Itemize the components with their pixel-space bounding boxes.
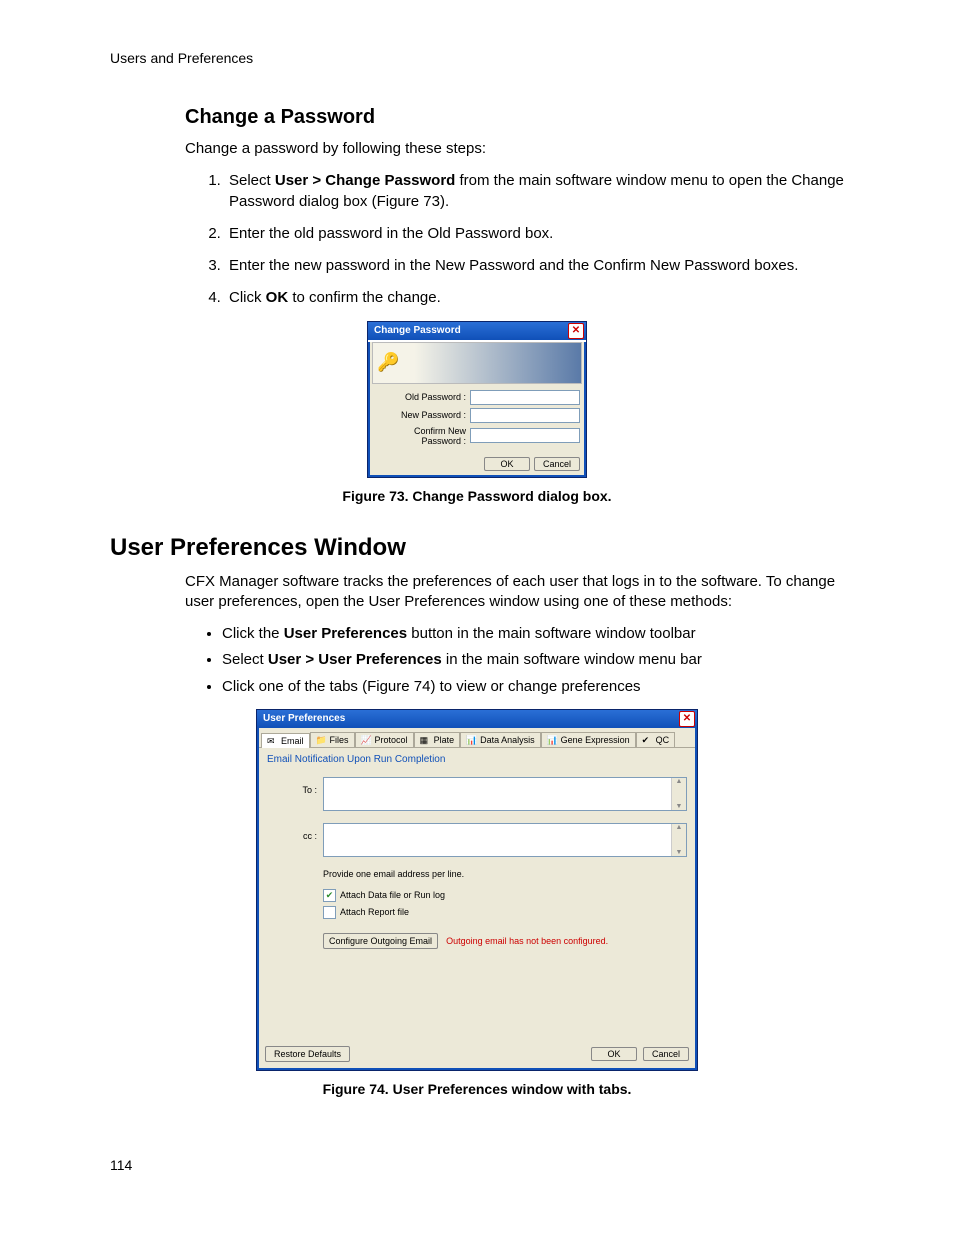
- attach-report-checkbox[interactable]: [323, 906, 336, 919]
- tabs-bar: ✉ Email 📁 Files 📈 Protocol ▦ Plate 📊: [259, 728, 695, 748]
- new-password-label: New Password :: [374, 410, 470, 420]
- ok-button[interactable]: OK: [591, 1047, 637, 1061]
- attach-report-label: Attach Report file: [340, 907, 409, 917]
- confirm-password-label: Confirm New Password :: [374, 426, 470, 446]
- dialog-titlebar: Change Password ✕: [368, 322, 586, 340]
- tab-plate[interactable]: ▦ Plate: [414, 732, 461, 747]
- configure-email-button[interactable]: Configure Outgoing Email: [323, 933, 438, 949]
- bullet-1: Click the User Preferences button in the…: [222, 624, 844, 644]
- tab-gene-expression[interactable]: 📊 Gene Expression: [541, 732, 636, 747]
- attach-data-checkbox[interactable]: ✔: [323, 889, 336, 902]
- email-icon: ✉: [267, 736, 279, 746]
- user-preferences-dialog: User Preferences ✕ ✉ Email 📁 Files 📈 Pro…: [256, 709, 698, 1071]
- qc-icon: ✔: [642, 735, 654, 745]
- gene-icon: 📊: [547, 735, 559, 745]
- tab-email[interactable]: ✉ Email: [261, 733, 310, 748]
- to-input[interactable]: ▲▼: [323, 777, 687, 811]
- section-label: Email Notification Upon Run Completion: [267, 754, 687, 765]
- cc-label: cc :: [267, 823, 323, 857]
- note-text: Provide one email address per line.: [323, 869, 687, 879]
- folder-icon: 📁: [316, 735, 328, 745]
- keys-icon: 🔑: [377, 352, 399, 373]
- step-1: Select User > Change Password from the m…: [225, 171, 844, 212]
- cc-input[interactable]: ▲▼: [323, 823, 687, 857]
- tab-files[interactable]: 📁 Files: [310, 732, 355, 747]
- to-label: To :: [267, 777, 323, 811]
- bullet-2: Select User > User Preferences in the ma…: [222, 650, 844, 670]
- steps-list: Select User > Change Password from the m…: [110, 171, 844, 308]
- page-number: 114: [110, 1157, 844, 1173]
- dialog-title: Change Password: [374, 325, 461, 336]
- figure-73-caption: Figure 73. Change Password dialog box.: [110, 488, 844, 504]
- dialog-footer: Restore Defaults OK Cancel: [259, 1040, 695, 1068]
- attach-data-label: Attach Data file or Run log: [340, 890, 445, 900]
- page-header: Users and Preferences: [110, 50, 844, 66]
- tab-protocol[interactable]: 📈 Protocol: [355, 732, 414, 747]
- section-title-user-preferences: User Preferences Window: [110, 534, 844, 562]
- cancel-button[interactable]: Cancel: [643, 1047, 689, 1061]
- old-password-input[interactable]: [470, 390, 580, 405]
- close-icon[interactable]: ✕: [568, 323, 584, 339]
- change-password-dialog: Change Password ✕ 🔑 Old Password : New P…: [367, 321, 587, 478]
- ok-button[interactable]: OK: [484, 457, 530, 471]
- bullet-3: Click one of the tabs (Figure 74) to vie…: [222, 677, 844, 697]
- bullets-list: Click the User Preferences button in the…: [110, 624, 844, 697]
- new-password-input[interactable]: [470, 408, 580, 423]
- cancel-button[interactable]: Cancel: [534, 457, 580, 471]
- dialog-title: User Preferences: [263, 713, 345, 724]
- scrollbar[interactable]: ▲▼: [671, 778, 686, 810]
- restore-defaults-button[interactable]: Restore Defaults: [265, 1046, 350, 1062]
- step-3: Enter the new password in the New Passwo…: [225, 256, 844, 276]
- protocol-icon: 📈: [361, 735, 373, 745]
- step-2: Enter the old password in the Old Passwo…: [225, 224, 844, 244]
- step-4: Click OK to confirm the change.: [225, 288, 844, 308]
- intro-text: Change a password by following these ste…: [110, 139, 844, 159]
- tab-data-analysis[interactable]: 📊 Data Analysis: [460, 732, 541, 747]
- dialog-titlebar: User Preferences ✕: [257, 710, 697, 728]
- warning-text: Outgoing email has not been configured.: [446, 936, 608, 946]
- tab-body-email: Email Notification Upon Run Completion T…: [259, 748, 695, 1040]
- close-icon[interactable]: ✕: [679, 711, 695, 727]
- tab-qc[interactable]: ✔ QC: [636, 732, 676, 747]
- figure-74-caption: Figure 74. User Preferences window with …: [110, 1081, 844, 1097]
- dialog-banner: 🔑: [372, 342, 582, 384]
- old-password-label: Old Password :: [374, 392, 470, 402]
- intro-text-2: CFX Manager software tracks the preferen…: [110, 572, 844, 613]
- scrollbar[interactable]: ▲▼: [671, 824, 686, 856]
- section-title-change-password: Change a Password: [110, 106, 844, 129]
- confirm-password-input[interactable]: [470, 428, 580, 443]
- analysis-icon: 📊: [466, 735, 478, 745]
- plate-icon: ▦: [420, 735, 432, 745]
